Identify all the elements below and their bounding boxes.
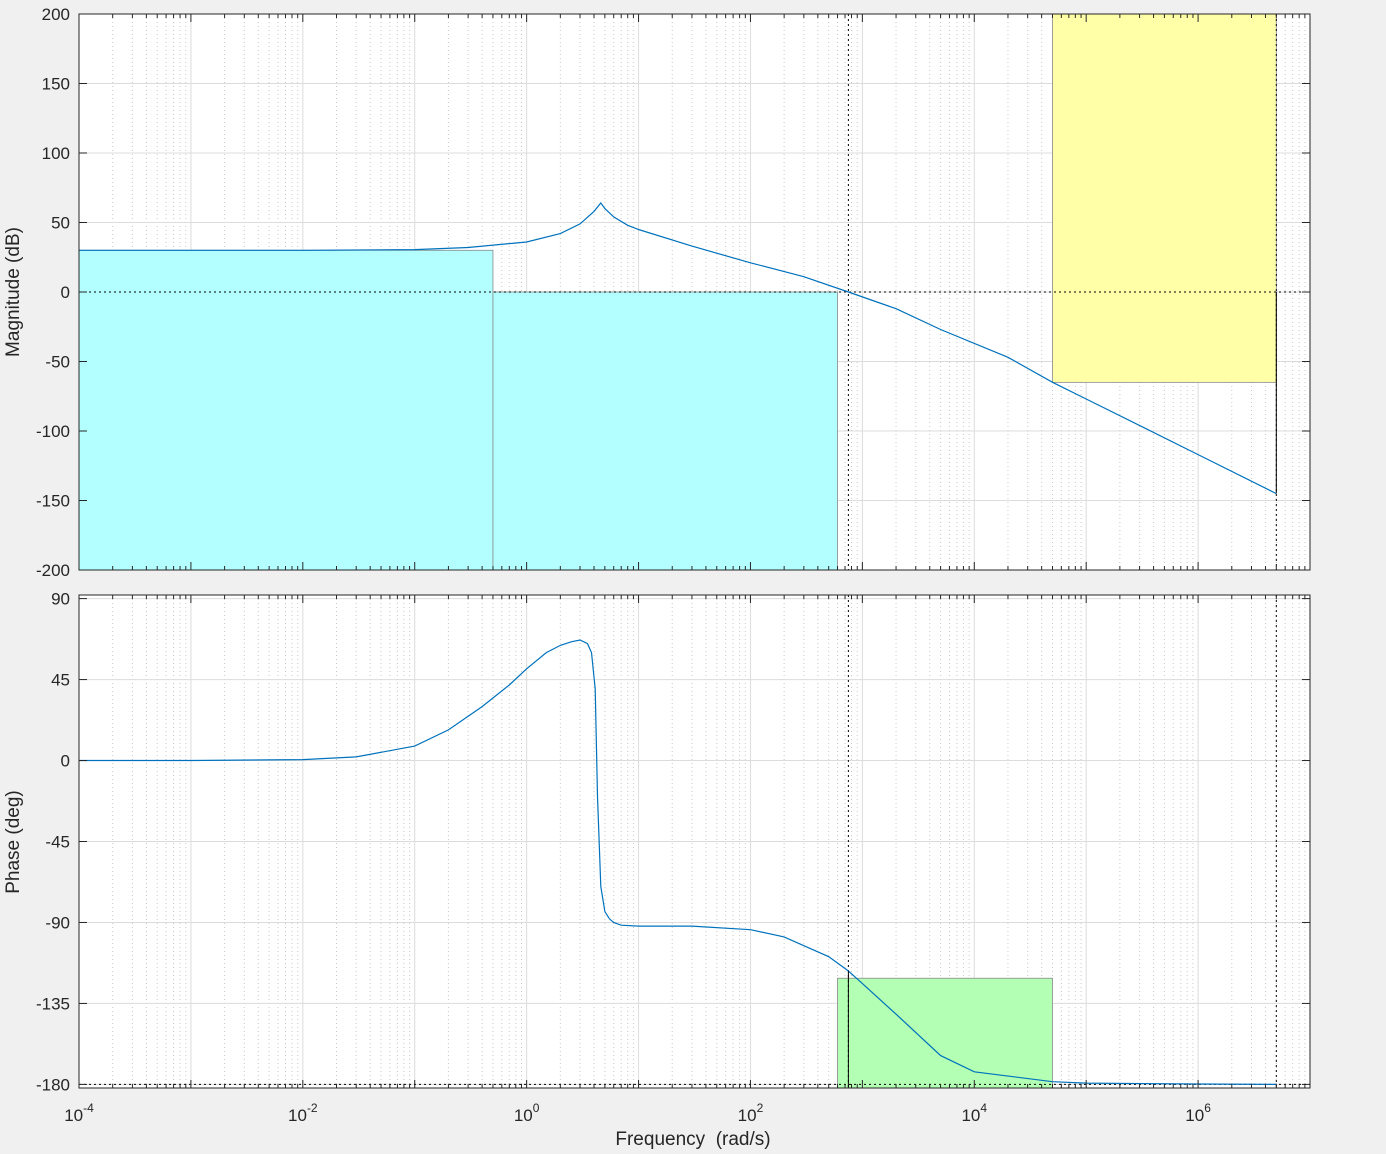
y-tick-label: 50: [51, 214, 70, 233]
phase-ylabel: Phase (deg): [3, 790, 24, 894]
y-tick-label: 150: [42, 75, 70, 94]
y-tick-label: -50: [45, 353, 70, 372]
y-tick-label: -45: [45, 833, 70, 852]
y-tick-label: 200: [42, 5, 70, 24]
x-tick-label: 10-2: [288, 1101, 318, 1125]
y-tick-label: 90: [51, 590, 70, 609]
response-line: [79, 639, 1277, 1086]
y-tick-label: -180: [36, 1075, 70, 1094]
y-tick-label: -90: [45, 913, 70, 932]
magnitude-ylabel: Magnitude (dB): [3, 227, 24, 357]
y-tick-label: -135: [36, 994, 70, 1013]
magnitude-axes: 200 150 100 50 0 -50 -100 -150 -200: [36, 5, 1311, 580]
y-tick-label: -100: [36, 422, 70, 441]
y-tick-label: 100: [42, 144, 70, 163]
constraint-region-0: [837, 977, 1053, 1089]
frequency-xlabel: Frequency (rad/s): [615, 1129, 770, 1150]
constraint-region-2: [1052, 13, 1277, 383]
x-tick-label: 104: [961, 1101, 987, 1125]
constraint-region-0: [78, 249, 494, 571]
y-tick-label: -150: [36, 492, 70, 511]
x-tick-label: 100: [514, 1101, 540, 1125]
phase-axes: 90 45 0 -45 -90 -135 -180 10-4 10-2 100 102 104 106: [36, 590, 1311, 1125]
response-line: [79, 202, 1277, 495]
x-tick-label: 106: [1185, 1101, 1211, 1125]
constraint-region-1: [492, 291, 838, 571]
y-tick-label: 0: [61, 752, 70, 771]
y-tick-label: 0: [61, 283, 70, 302]
x-tick-label: 102: [738, 1101, 764, 1125]
x-tick-label: 10-4: [64, 1101, 94, 1125]
y-tick-label: -200: [36, 561, 70, 580]
y-tick-label: 45: [51, 671, 70, 690]
